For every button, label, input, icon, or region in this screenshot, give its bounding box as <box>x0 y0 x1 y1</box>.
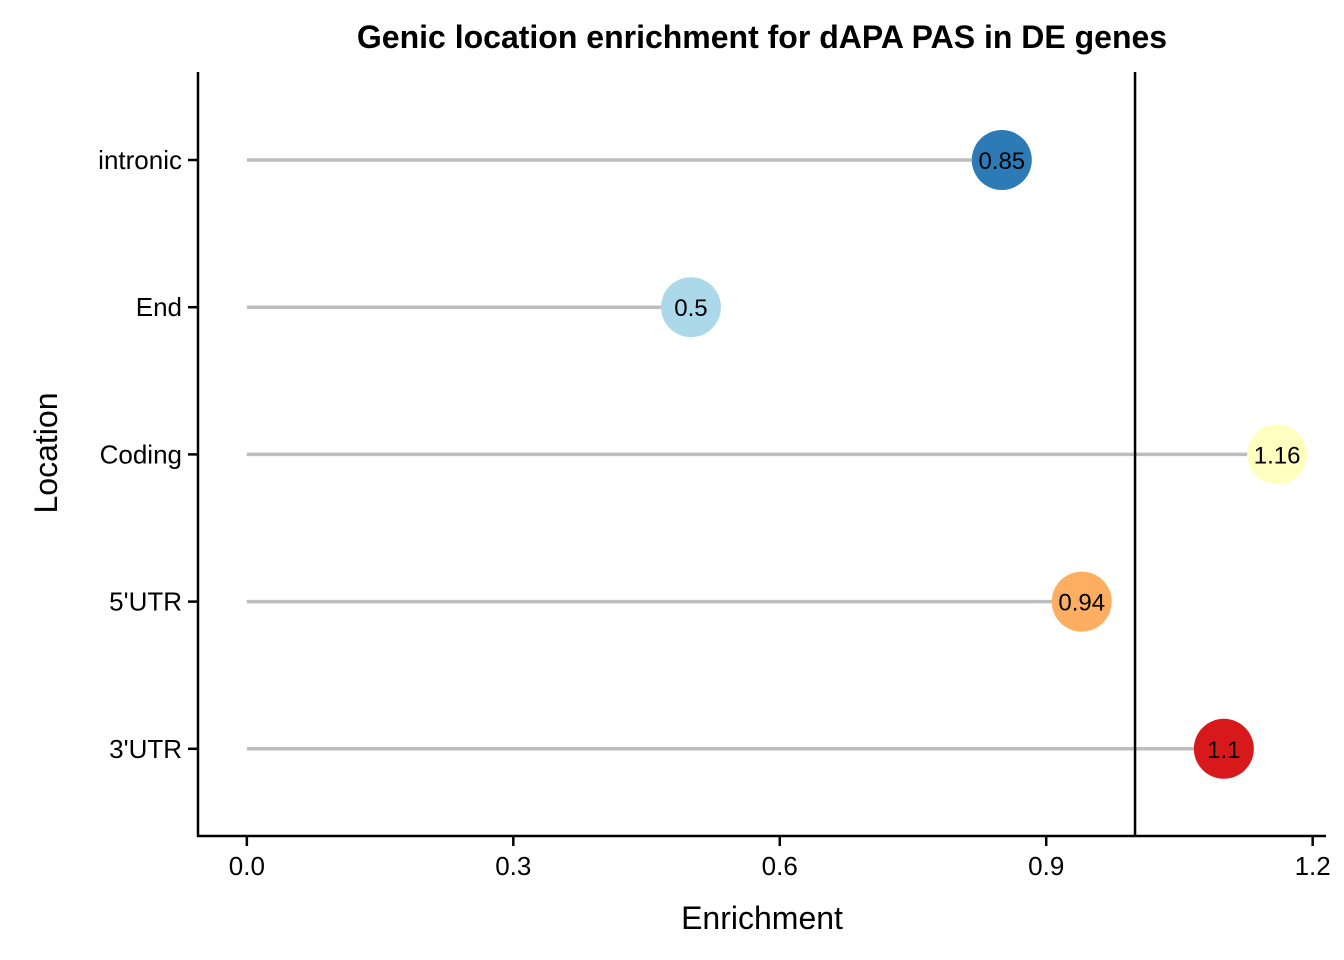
point-3-utr <box>1193 718 1254 779</box>
data-label-intronic: 0.85 <box>978 148 1025 175</box>
point-intronic <box>971 130 1032 190</box>
data-label-3-utr: 1.1 <box>1207 737 1240 764</box>
x-tick-label: 1.2 <box>1295 851 1331 881</box>
x-tick-label: 0.3 <box>495 851 531 881</box>
plot-area: 0.0 0.3 0.6 0.9 1.2 intronic End Coding 5'UTR 3'U… <box>98 72 1331 881</box>
data-label-coding: 1.16 <box>1254 442 1301 469</box>
chart-title: Genic location enrichment for dAPA PAS i… <box>357 19 1167 55</box>
point-coding <box>1247 424 1308 485</box>
point-5-utr <box>1051 571 1112 632</box>
point-end <box>660 277 721 338</box>
y-tick-label-end: End <box>136 292 182 322</box>
y-axis-title: Location <box>28 393 64 514</box>
y-tick-label-5-utr: 5'UTR <box>109 587 182 617</box>
x-tick-label: 0.6 <box>762 851 798 881</box>
data-label-5-utr: 0.94 <box>1058 590 1105 617</box>
y-tick-label-intronic: intronic <box>98 145 182 175</box>
x-axis-title: Enrichment <box>681 900 843 936</box>
x-tick-label: 0.0 <box>229 851 265 881</box>
y-tick-label-3-utr: 3'UTR <box>109 734 182 764</box>
data-label-end: 0.5 <box>674 295 707 322</box>
x-tick-label: 0.9 <box>1028 851 1064 881</box>
y-tick-label-coding: Coding <box>100 439 182 469</box>
